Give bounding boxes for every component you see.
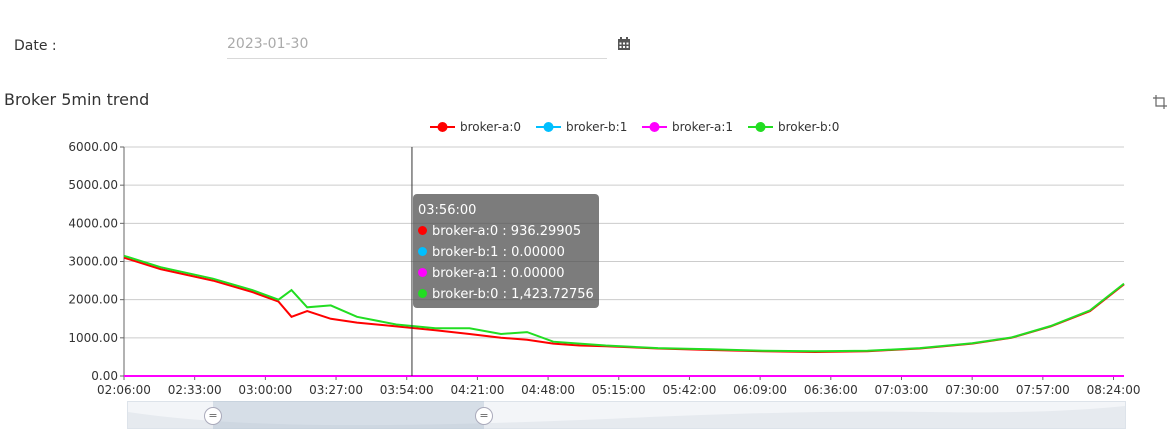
slider-selected-range[interactable] [213,401,484,429]
legend-item[interactable]: broker-a:0 [430,120,521,134]
legend-item[interactable]: broker-b:1 [536,120,627,134]
broker-trend-chart: broker-a:0 broker-b:1 broker-a:1 broker-b:0… [68,120,1141,397]
tooltip-row-label: broker-a:0 : 936.29905 [432,224,582,239]
tooltip-row-label: broker-b:0 : 1,423.72756 [432,287,594,302]
tooltip-time: 03:56:00 [418,203,477,218]
tooltip-row: broker-a:0 : 936.29905 [418,221,599,242]
legend-label: broker-b:1 [566,120,627,134]
series-dot [418,247,427,256]
chart-tooltip: 03:56:00 broker-a:0 : 936.29905 broker-b… [413,194,599,308]
legend-swatch-dot [437,122,448,132]
x-tick-label: 03:54:00 [380,383,434,397]
legend-label: broker-a:1 [672,120,733,134]
y-tick-label: 6000.00 [68,140,118,154]
x-tick-label: 06:09:00 [733,383,787,397]
data-zoom-slider[interactable] [127,401,1126,429]
legend-label: broker-a:0 [460,120,521,134]
x-tick-label: 02:33:00 [168,383,222,397]
x-tick-label: 07:03:00 [875,383,929,397]
x-tick-label: 03:00:00 [238,383,292,397]
y-tick-label: 0.00 [91,369,118,383]
date-label: Date : [14,38,57,54]
y-tick-label: 2000.00 [68,293,118,307]
x-tick-label: 03:27:00 [309,383,363,397]
tooltip-row: broker-b:0 : 1,423.72756 [418,284,599,305]
tooltip-row: broker-a:1 : 0.00000 [418,263,599,284]
chart-title: Broker 5min trend [4,90,150,109]
tooltip-row-label: broker-b:1 : 0.00000 [432,245,565,260]
legend-swatch-dot [649,122,660,132]
y-tick-label: 5000.00 [68,178,118,192]
x-tick-label: 02:06:00 [97,383,151,397]
y-tick-label: 1000.00 [68,331,118,345]
x-tick-label: 08:24:00 [1087,383,1141,397]
tooltip-row: broker-b:1 : 0.00000 [418,242,599,263]
legend-label: broker-b:0 [778,120,839,134]
series-dot [418,268,427,277]
legend-item[interactable]: broker-a:1 [642,120,733,134]
x-tick-label: 07:30:00 [945,383,999,397]
slider-preview-area [128,406,1125,428]
y-tick-label: 4000.00 [68,216,118,230]
x-tick-label: 07:57:00 [1016,383,1070,397]
date-filter-row: Date : [0,0,1170,80]
x-tick-label: 05:15:00 [592,383,646,397]
series-line-broker-b-0 [123,254,1125,353]
slider-handle-left[interactable]: = [204,407,222,425]
tooltip-row-label: broker-a:1 : 0.00000 [432,266,565,281]
y-tick-label: 3000.00 [68,255,118,269]
date-input[interactable] [227,30,607,59]
series-dot [418,226,427,235]
series-dot [418,289,427,298]
x-tick-label: 04:48:00 [521,383,575,397]
slider-handle-right[interactable]: = [475,407,493,425]
legend-swatch-dot [543,122,554,132]
calendar-icon[interactable] [617,37,631,51]
legend-swatch-dot [755,122,766,132]
x-tick-label: 05:42:00 [662,383,716,397]
data-zoom-icon[interactable] [1152,94,1168,110]
x-tick-label: 04:21:00 [450,383,504,397]
legend-item[interactable]: broker-b:0 [748,120,839,134]
x-tick-label: 06:36:00 [804,383,858,397]
